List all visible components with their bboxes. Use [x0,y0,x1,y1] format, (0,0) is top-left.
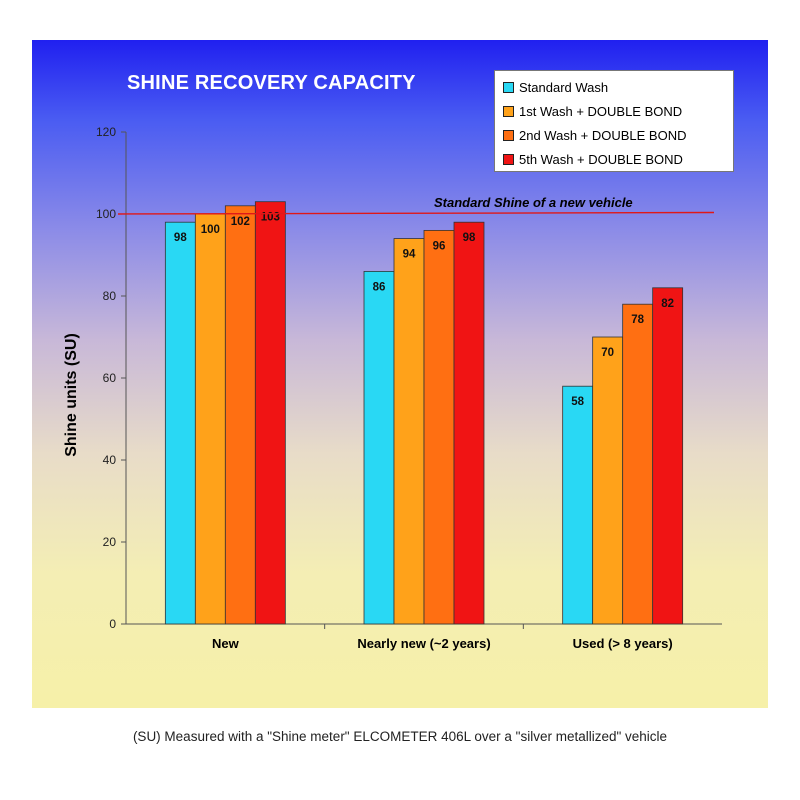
reference-line-label: Standard Shine of a new vehicle [434,195,633,210]
legend-label: 2nd Wash + DOUBLE BOND [519,127,687,143]
bar-value-label: 70 [601,347,614,359]
bar-value-label: 94 [403,249,416,261]
legend-swatch [503,153,514,165]
bar-value-label: 100 [201,224,220,236]
bar-value-label: 82 [661,298,674,310]
legend-label: 1st Wash + DOUBLE BOND [519,103,683,119]
y-tick-label: 100 [96,207,116,221]
y-tick-label: 120 [96,125,116,139]
bar-value-label: 98 [463,232,476,244]
bar-value-label: 96 [433,240,446,252]
legend-item: 2nd Wash + DOUBLE BOND [503,123,733,147]
bar [592,336,624,625]
bar-value-label: 102 [231,216,250,228]
y-axis-label: Shine units (SU) [63,333,80,457]
y-tick-label: 80 [103,289,117,303]
y-tick-label: 20 [103,535,117,549]
y-tick-label: 60 [103,371,117,385]
chart-title: SHINE RECOVERY CAPACITY [127,72,416,94]
bar [194,213,226,625]
reference-line [117,211,715,215]
y-tick-label: 40 [103,453,117,467]
x-tick-label: Nearly new (~2 years) [357,636,490,651]
bar-value-label: 86 [373,281,386,293]
legend-swatch [503,81,514,93]
legend-swatch [503,129,514,141]
legend-label: 5th Wash + DOUBLE BOND [519,151,683,167]
bar-value-label: 103 [261,212,280,224]
bar-value-label: 98 [174,232,187,244]
bar [562,385,594,625]
bar [363,270,395,625]
caption: (SU) Measured with a "Shine meter" ELCOM… [132,729,668,744]
bar-value-label: 78 [631,314,644,326]
bar [164,221,196,625]
bar [652,287,684,625]
legend-item: Standard Wash [503,75,733,99]
legend-item: 1st Wash + DOUBLE BOND [503,99,733,123]
x-tick-label: New [212,636,240,651]
chart-legend: Standard Wash 1st Wash + DOUBLE BOND 2nd… [494,70,734,172]
bar [423,229,455,625]
bar [622,303,654,625]
bar [224,205,256,625]
bar [393,238,425,625]
y-tick-label: 0 [109,617,116,631]
legend-label: Standard Wash [519,79,609,95]
legend-item: 5th Wash + DOUBLE BOND [503,147,733,171]
bar [254,201,286,625]
bar-value-label: 58 [571,396,584,408]
x-tick-label: Used (> 8 years) [573,636,673,651]
bar [453,221,485,625]
legend-swatch [503,105,514,117]
